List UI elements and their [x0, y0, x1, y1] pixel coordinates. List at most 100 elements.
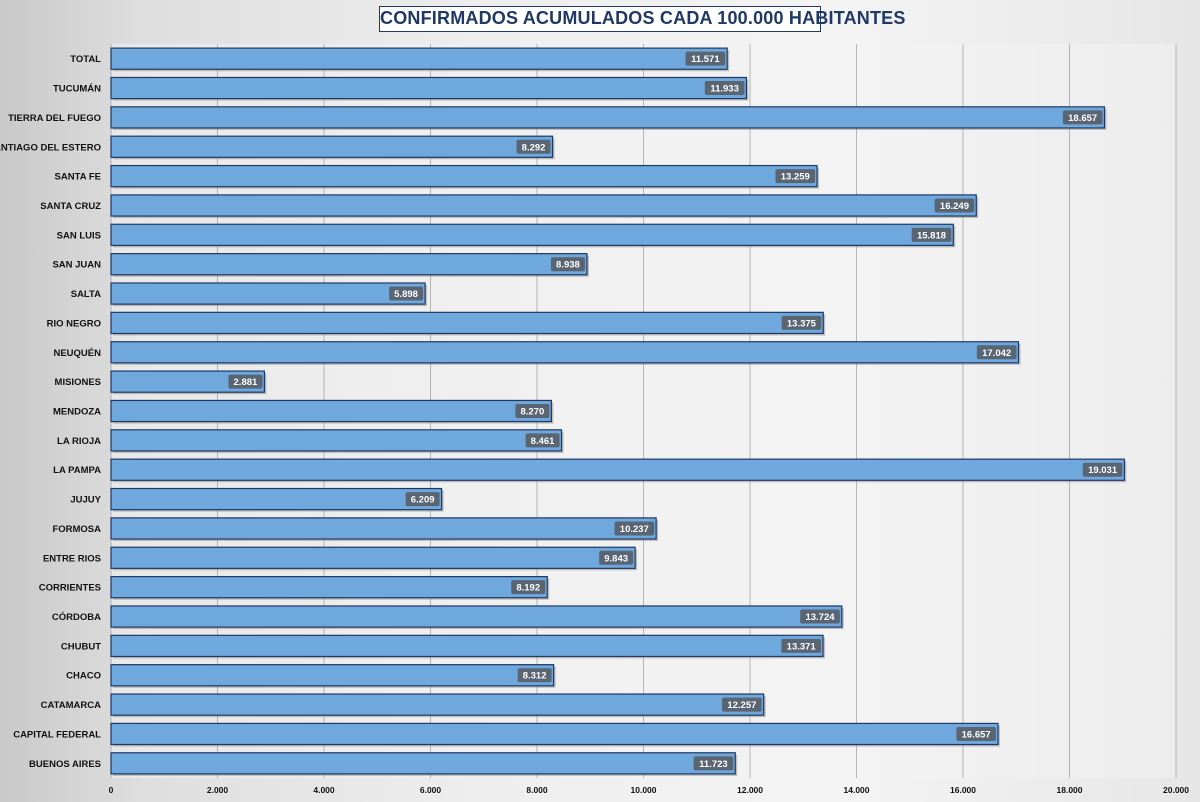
data-label: 8.192	[516, 583, 540, 594]
bar	[110, 311, 824, 335]
bar	[110, 194, 977, 217]
data-label-box	[228, 374, 263, 389]
data-label-box	[511, 580, 546, 595]
x-tick-label: 16.000	[950, 785, 976, 795]
bar	[110, 223, 954, 247]
data-label: 6.209	[411, 495, 435, 506]
bar	[110, 106, 1106, 129]
category-label: MISIONES	[55, 377, 101, 388]
data-label-box	[525, 433, 560, 448]
data-label: 13.259	[781, 172, 810, 183]
bar	[110, 458, 1126, 481]
data-label: 8.312	[523, 671, 547, 682]
bar	[110, 664, 555, 687]
category-label: JUJUY	[70, 495, 101, 506]
data-label-box	[516, 139, 551, 154]
category-label: CATAMARCA	[41, 700, 101, 711]
chart-title: CONFIRMADOS ACUMULADOS CADA 100.000 HABI…	[379, 6, 905, 32]
data-label: 11.723	[699, 759, 728, 770]
data-label: 13.724	[805, 612, 835, 623]
x-tick-label: 0	[109, 785, 114, 795]
bar	[110, 752, 736, 775]
category-label: SAN JUAN	[52, 260, 101, 271]
data-label-box	[722, 697, 762, 712]
data-label-box	[405, 492, 440, 507]
category-label: LA RIOJA	[57, 436, 101, 447]
x-tick-label: 8.000	[526, 785, 548, 795]
data-label-box	[614, 521, 655, 536]
x-tick-label: 20.000	[1163, 785, 1189, 795]
category-label: BUENOS AIRES	[29, 759, 101, 770]
data-label: 8.461	[531, 436, 555, 447]
data-label: 10.237	[620, 524, 649, 535]
category-label: CÓRDOBA	[52, 611, 101, 623]
bar	[110, 135, 554, 158]
category-label: TIERRA DEL FUEGO	[8, 113, 101, 124]
data-label-box	[976, 345, 1017, 360]
data-label: 8.938	[556, 260, 580, 271]
x-tick-label: 4.000	[313, 785, 335, 795]
category-label: NEUQUÉN	[53, 348, 101, 359]
data-label-box	[693, 756, 734, 771]
data-label: 15.818	[917, 230, 946, 241]
data-label: 13.371	[787, 641, 817, 652]
data-label: 17.042	[982, 348, 1011, 359]
data-label-box	[389, 286, 424, 301]
category-label: TUCUMÁN	[53, 84, 101, 95]
category-label: CHUBUT	[61, 641, 101, 652]
data-label-box	[704, 81, 745, 96]
data-label-box	[550, 257, 585, 272]
data-label: 2.881	[234, 377, 258, 388]
data-label: 16.657	[962, 729, 991, 740]
data-label: 8.270	[520, 407, 544, 418]
category-label: CHACO	[66, 671, 101, 682]
category-label: CAPITAL FEDERAL	[13, 729, 101, 740]
category-label: LA PAMPA	[53, 465, 101, 476]
x-tick-label: 12.000	[737, 785, 763, 795]
category-label: ENTRE RIOS	[43, 553, 101, 564]
category-label: SANTIAGO DEL ESTERO	[0, 142, 101, 153]
bar	[110, 634, 824, 658]
data-label-box	[800, 609, 840, 624]
bar	[110, 693, 765, 716]
category-label: SANTA CRUZ	[40, 201, 101, 212]
data-label: 8.292	[522, 142, 546, 153]
bar	[110, 546, 636, 569]
data-label-box	[781, 638, 822, 653]
bar	[110, 722, 999, 746]
data-label: 12.257	[727, 700, 756, 711]
data-label: 11.571	[691, 54, 720, 65]
x-tick-label: 18.000	[1057, 785, 1083, 795]
bar	[110, 164, 818, 188]
data-label-box	[515, 404, 550, 418]
x-tick-label: 14.000	[844, 785, 870, 795]
data-label-box	[775, 169, 816, 184]
data-label-box	[934, 198, 975, 213]
data-label: 5.898	[394, 289, 418, 300]
data-label-box	[1062, 110, 1103, 125]
category-label: TOTAL	[70, 54, 101, 65]
x-tick-label: 6.000	[420, 785, 442, 795]
bar	[110, 341, 1020, 364]
data-label-box	[599, 550, 634, 565]
bar	[110, 282, 426, 305]
x-tick-label: 2.000	[207, 785, 229, 795]
bar	[110, 253, 588, 276]
data-label-box	[781, 315, 822, 330]
bar	[110, 76, 748, 100]
data-label: 13.375	[787, 318, 817, 329]
bar	[110, 399, 552, 423]
bar	[110, 517, 657, 540]
data-label: 18.657	[1068, 113, 1097, 124]
data-label-box	[911, 227, 952, 242]
bar	[110, 605, 843, 628]
bar	[110, 487, 443, 511]
data-label-box	[1082, 462, 1123, 477]
bar	[110, 575, 548, 599]
data-label-box	[517, 668, 552, 683]
category-label: FORMOSA	[52, 524, 101, 535]
category-label: SANTA FE	[55, 172, 101, 183]
category-label: SAN LUIS	[57, 230, 101, 241]
